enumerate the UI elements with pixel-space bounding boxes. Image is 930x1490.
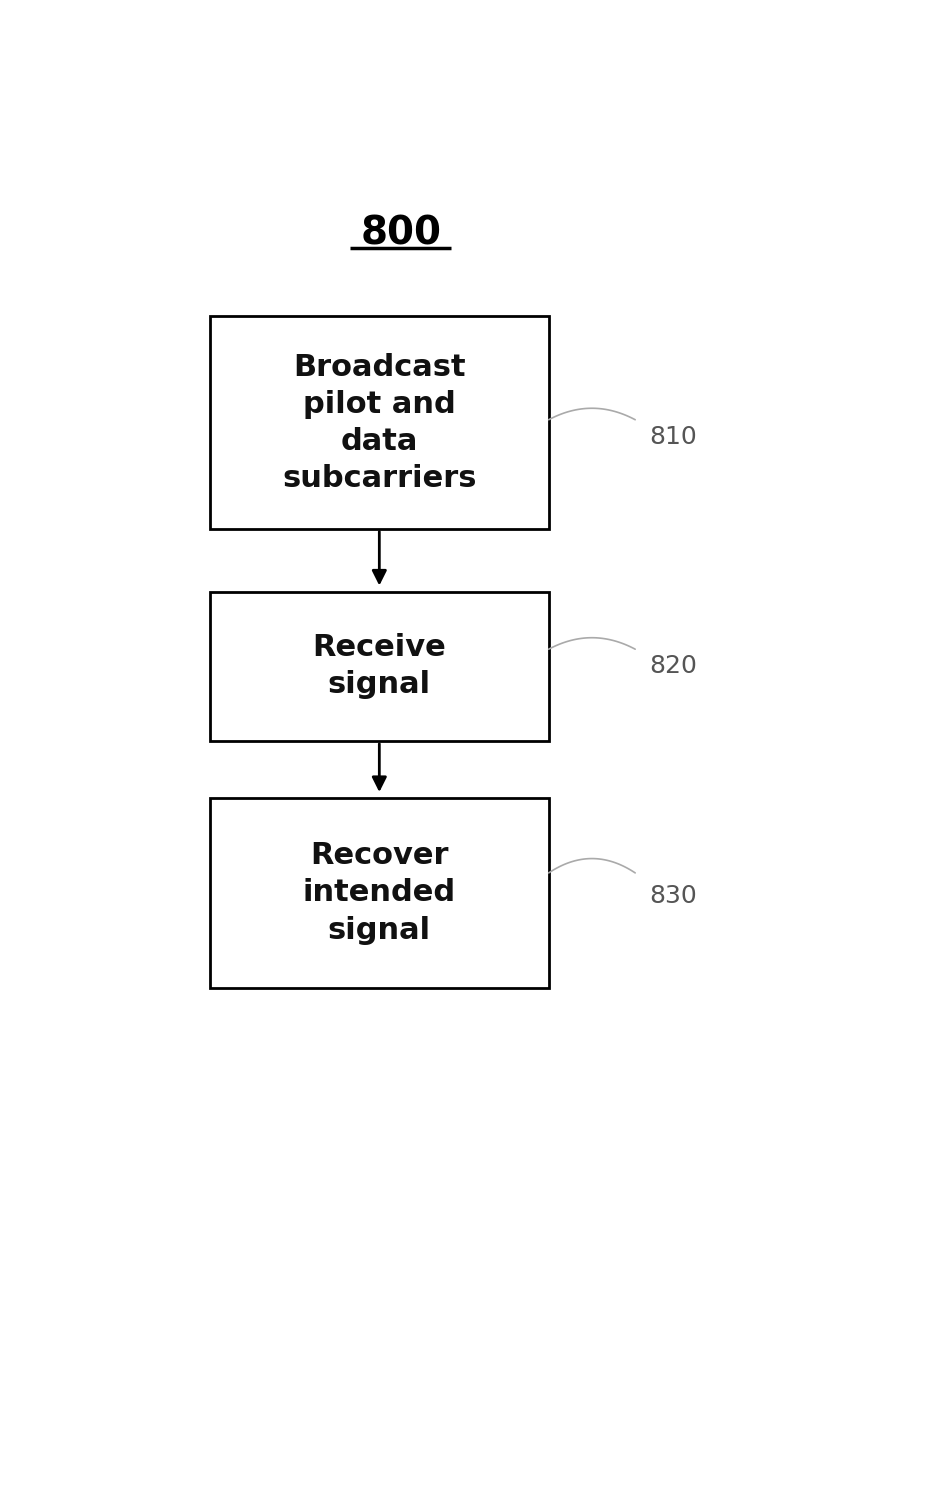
FancyBboxPatch shape	[210, 799, 549, 988]
Text: Receive
signal: Receive signal	[312, 633, 446, 699]
Text: 800: 800	[361, 215, 442, 253]
FancyBboxPatch shape	[210, 316, 549, 529]
Text: Recover
intended
signal: Recover intended signal	[303, 842, 456, 945]
Text: 810: 810	[649, 425, 698, 448]
Text: 830: 830	[649, 884, 698, 907]
Text: Broadcast
pilot and
data
subcarriers: Broadcast pilot and data subcarriers	[282, 353, 476, 493]
FancyBboxPatch shape	[210, 592, 549, 741]
Text: 820: 820	[649, 654, 698, 678]
